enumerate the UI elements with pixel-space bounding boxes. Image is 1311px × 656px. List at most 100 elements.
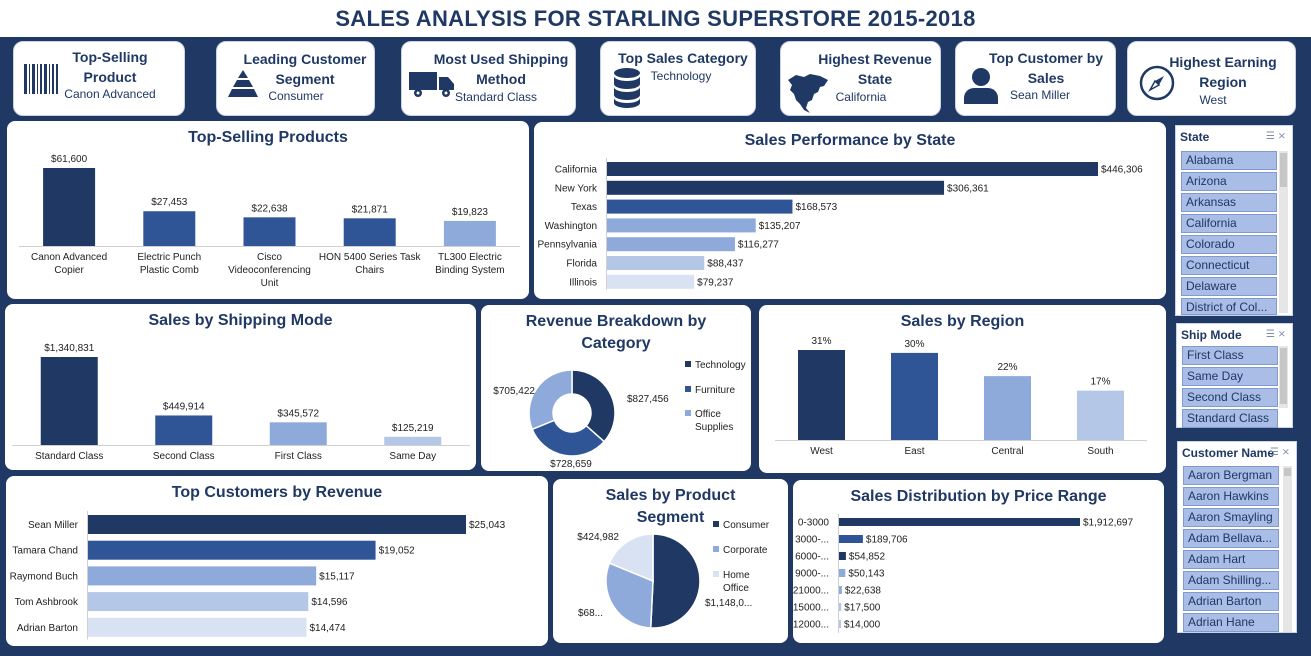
tick-label: California xyxy=(555,165,598,176)
data-label: $14,596 xyxy=(311,597,348,608)
bar xyxy=(839,586,842,594)
panel-top-selling-products: Top-Selling Products $61,600 Canon Advanc… xyxy=(7,121,529,299)
pie-slice xyxy=(649,533,701,629)
tick-label: South xyxy=(1087,446,1113,457)
bar xyxy=(88,540,376,560)
data-label: $728,659 xyxy=(550,459,592,470)
ship-mode-slicer: Ship Mode ☰ ⨯ First Class Same Day Secon… xyxy=(1176,323,1293,428)
bar xyxy=(839,603,842,611)
top-products-chart: $61,600 Canon Advanced Copier $27,453 Electr… xyxy=(19,154,520,289)
slicer-item[interactable]: First Class xyxy=(1182,346,1278,365)
slicer-item[interactable]: Connecticut xyxy=(1181,256,1277,275)
slicer-item[interactable]: Adam Hart xyxy=(1183,550,1279,569)
legend-label: Home Office xyxy=(723,570,750,594)
tick-label: TL300 Electric Binding System xyxy=(435,252,504,276)
pie-slice xyxy=(605,562,654,629)
chart-title: Sales by Region xyxy=(900,313,1025,330)
slicer-scrollbar[interactable] xyxy=(1279,346,1288,408)
legend-swatch xyxy=(685,361,691,367)
tick-label: Florida xyxy=(566,259,597,270)
slicer-item[interactable]: Adrian Barton xyxy=(1183,592,1279,611)
slicer-item[interactable]: Delaware xyxy=(1181,277,1277,296)
data-label: $22,638 xyxy=(845,586,882,597)
slicer-item[interactable]: Aaron Bergman xyxy=(1183,466,1279,485)
bar xyxy=(607,274,695,289)
slicer-item[interactable]: Aaron Hawkins xyxy=(1183,487,1279,506)
bar xyxy=(269,422,327,445)
data-label: 31% xyxy=(811,336,831,347)
slicer-multiselect-clear-icons[interactable]: ☰ ⨯ xyxy=(1265,131,1286,142)
chart-title: Revenue Breakdown by Category xyxy=(525,313,707,352)
slicer-item[interactable]: Arizona xyxy=(1181,172,1277,191)
panel-state-sales: Sales Performance by State California $44… xyxy=(534,122,1166,299)
bar xyxy=(343,218,396,246)
bar xyxy=(607,237,735,252)
slicer-item[interactable]: Aaron Smayling xyxy=(1183,508,1279,527)
kpi-title: Most Used Shipping Method xyxy=(433,51,569,87)
bar xyxy=(43,168,96,246)
tick-label: Sean Miller xyxy=(28,520,79,531)
data-label: $189,706 xyxy=(866,535,908,546)
tick-label: 6000-... xyxy=(795,552,829,563)
slicer-item[interactable]: Adam Shilling... xyxy=(1183,571,1279,590)
scrollbar-thumb[interactable] xyxy=(1280,153,1287,187)
kpi-title: Highest Revenue State xyxy=(818,51,932,87)
pie-slice xyxy=(531,419,606,457)
data-label: $21,871 xyxy=(352,204,389,215)
bar xyxy=(891,352,938,440)
bar xyxy=(88,617,307,637)
slicer-item[interactable]: Arkansas xyxy=(1181,193,1277,212)
bar xyxy=(384,436,442,445)
bar xyxy=(607,199,793,214)
slicer-item[interactable]: Standard Class xyxy=(1182,409,1278,428)
panel-category: Revenue Breakdown by Category $827,456 Te… xyxy=(481,305,751,471)
slicer-item[interactable]: California xyxy=(1181,214,1277,233)
pyramid-icon xyxy=(228,70,258,97)
data-label: $50,143 xyxy=(848,569,885,580)
kpi-value: Standard Class xyxy=(454,90,538,104)
slicer-scrollbar[interactable] xyxy=(1279,151,1288,313)
slicer-header: Customer Name xyxy=(1182,446,1275,460)
tick-label: Electric Punch Plastic Comb xyxy=(137,252,201,276)
data-label: 22% xyxy=(997,362,1017,373)
kpi-top-category: Top Sales Category Technology xyxy=(600,41,756,116)
kpi-value: Sean Miller xyxy=(1009,88,1071,102)
slicer-item[interactable]: Adrian Hane xyxy=(1183,613,1279,632)
bar xyxy=(607,256,705,270)
tick-label: 21000... xyxy=(793,586,829,597)
panel-ship-mode: Sales by Shipping Mode $1,340,831 Standar… xyxy=(5,304,476,470)
scrollbar-thumb[interactable] xyxy=(1280,348,1287,404)
scrollbar-thumb[interactable] xyxy=(1284,468,1291,476)
kpi-title: Leading Customer Segment xyxy=(243,51,367,87)
slicer-item[interactable]: Alabama xyxy=(1181,151,1277,170)
kpi-title: Highest Earning Region xyxy=(1169,54,1277,90)
kpi-highest-state: Highest Revenue State California xyxy=(780,41,941,116)
slicer-item[interactable]: District of Col... xyxy=(1181,298,1277,315)
slicer-item[interactable]: Same Day xyxy=(1182,367,1278,386)
database-icon xyxy=(614,68,640,108)
chart-title: Sales Distribution by Price Range xyxy=(850,488,1107,505)
data-label: $88,437 xyxy=(707,259,744,270)
tick-label: 9000-... xyxy=(795,569,829,580)
chart-title: Sales Performance by State xyxy=(744,132,956,149)
state-sales-chart: California $446,306 New York $306,361 Texas $… xyxy=(538,158,1143,290)
data-label: $125,219 xyxy=(392,423,434,434)
dashboard-title: SALES ANALYSIS FOR STARLING SUPERSTORE 2… xyxy=(335,6,976,31)
chart-title: Sales by Shipping Mode xyxy=(148,312,333,329)
slicer-item[interactable]: Colorado xyxy=(1181,235,1277,254)
bar xyxy=(88,566,317,586)
slicer-multiselect-clear-icons[interactable]: ☰ ⨯ xyxy=(1269,447,1290,458)
bar xyxy=(607,218,756,233)
panel-region: Sales by Region 31% West 30% East 22% Central… xyxy=(759,305,1166,473)
customer-slicer: Customer Name ☰ ⨯ Aaron Bergman Aaron Ha… xyxy=(1177,441,1297,633)
slicer-item[interactable]: Second Class xyxy=(1182,388,1278,407)
kpi-value: Technology xyxy=(650,69,712,83)
slicer-item[interactable]: Adam Bellava... xyxy=(1183,529,1279,548)
legend-swatch xyxy=(685,410,691,416)
data-label: $1,912,697 xyxy=(1083,518,1133,529)
bar xyxy=(88,515,466,534)
kpi-title: Top Customer by Sales xyxy=(988,50,1104,86)
bar xyxy=(984,376,1031,440)
slicer-scrollbar[interactable] xyxy=(1283,466,1292,632)
slicer-multiselect-clear-icons[interactable]: ☰ ⨯ xyxy=(1265,329,1286,340)
